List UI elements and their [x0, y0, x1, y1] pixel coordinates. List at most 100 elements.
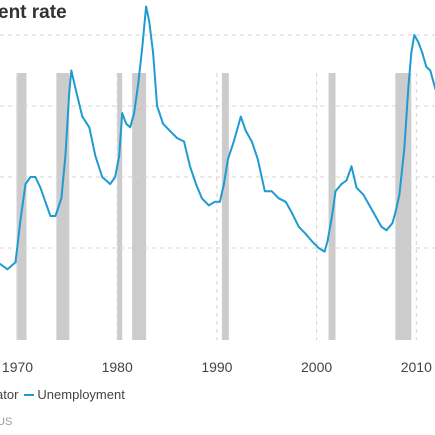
data-point-39 [176, 137, 178, 139]
data-point-58 [290, 211, 293, 214]
x-tick-label-1970: 1970 [2, 359, 33, 375]
data-point-47 [223, 183, 225, 186]
data-point-74 [380, 225, 383, 228]
data-point-36 [156, 105, 159, 107]
recession-bands [16, 73, 412, 340]
data-point-84 [421, 51, 424, 54]
gridlines [0, 34, 435, 340]
data-point-68 [345, 179, 348, 182]
data-point-73 [374, 215, 377, 217]
data-point-24 [109, 183, 112, 186]
data-point-65 [331, 211, 334, 214]
x-tick-label-2000: 2000 [301, 359, 332, 375]
data-point-18 [70, 69, 73, 72]
legend-recession-label: ator [0, 387, 19, 402]
legend-unemployment-label: Unemployment [37, 387, 125, 402]
data-point-13 [49, 215, 52, 217]
source-note: US [0, 416, 13, 428]
data-point-49 [232, 140, 235, 143]
data-point-63 [323, 250, 326, 253]
data-point-15 [60, 197, 63, 200]
data-point-77 [394, 211, 397, 214]
data-point-35 [152, 51, 155, 54]
data-point-62 [317, 247, 320, 249]
data-point-78 [398, 193, 401, 196]
data-point-50 [239, 115, 242, 118]
data-point-33 [145, 5, 148, 8]
data-point-22 [94, 154, 97, 157]
data-point-53 [256, 158, 259, 161]
data-point-75 [385, 229, 388, 232]
x-tick-label-2010: 2010 [401, 359, 432, 375]
data-point-66 [334, 190, 337, 193]
data-point-71 [362, 193, 365, 196]
data-point-12 [44, 200, 47, 203]
data-point-60 [304, 232, 307, 235]
data-point-59 [297, 225, 300, 228]
data-point-80 [407, 87, 410, 90]
data-point-54 [263, 190, 266, 193]
x-tick-label-1980: 1980 [102, 359, 133, 375]
data-point-79 [403, 147, 406, 150]
data-point-34 [148, 19, 151, 22]
chart-title: ent rate [0, 2, 67, 23]
data-point-27 [121, 112, 124, 114]
data-point-86 [429, 69, 432, 72]
data-point-55 [270, 190, 273, 193]
recession-band-4 [132, 73, 147, 340]
data-point-57 [284, 200, 287, 203]
data-point-48 [227, 158, 229, 161]
series-layer [0, 5, 435, 271]
data-point-5 [6, 268, 9, 271]
data-point-37 [162, 122, 165, 125]
data-point-32 [141, 48, 144, 51]
data-point-82 [413, 34, 416, 36]
data-point-76 [391, 222, 394, 225]
x-axis-ticks: 1970 1980 1990 2000 2010 [2, 359, 432, 375]
data-point-83 [417, 41, 420, 43]
data-point-7 [19, 218, 22, 221]
recession-band-5 [221, 73, 229, 340]
data-point-6 [14, 261, 17, 264]
data-point-9 [29, 176, 32, 178]
data-point-29 [129, 126, 132, 129]
data-point-11 [39, 186, 42, 189]
data-point-52 [250, 140, 253, 143]
recession-band-6 [328, 73, 336, 340]
data-point-46 [219, 200, 221, 203]
data-point-40 [183, 140, 185, 143]
data-point-42 [195, 183, 197, 186]
recession-band-7 [395, 73, 412, 340]
data-point-45 [214, 200, 216, 203]
data-point-14 [54, 215, 57, 217]
data-point-69 [350, 165, 353, 168]
data-point-44 [208, 204, 210, 207]
data-point-19 [75, 90, 78, 93]
data-point-85 [425, 66, 428, 68]
data-point-30 [133, 112, 136, 114]
data-point-23 [101, 176, 104, 178]
data-point-43 [201, 197, 203, 200]
data-point-25 [114, 176, 117, 178]
data-point-8 [24, 183, 27, 186]
data-point-51 [244, 130, 247, 132]
data-point-38 [169, 130, 171, 132]
data-point-56 [277, 197, 280, 200]
data-point-10 [34, 176, 37, 178]
data-point-17 [68, 90, 71, 93]
data-point-20 [81, 115, 84, 118]
data-point-81 [410, 51, 413, 54]
data-point-67 [340, 183, 343, 186]
data-point-26 [118, 154, 121, 157]
data-point-64 [326, 240, 329, 242]
data-point-28 [125, 122, 128, 125]
data-point-21 [88, 126, 91, 129]
recession-band-3 [117, 73, 123, 340]
data-point-41 [189, 165, 191, 168]
data-point-61 [310, 240, 313, 242]
data-point-70 [355, 186, 358, 189]
legend: ator Unemployment [0, 387, 125, 402]
data-point-72 [368, 204, 371, 207]
data-point-31 [137, 83, 140, 86]
